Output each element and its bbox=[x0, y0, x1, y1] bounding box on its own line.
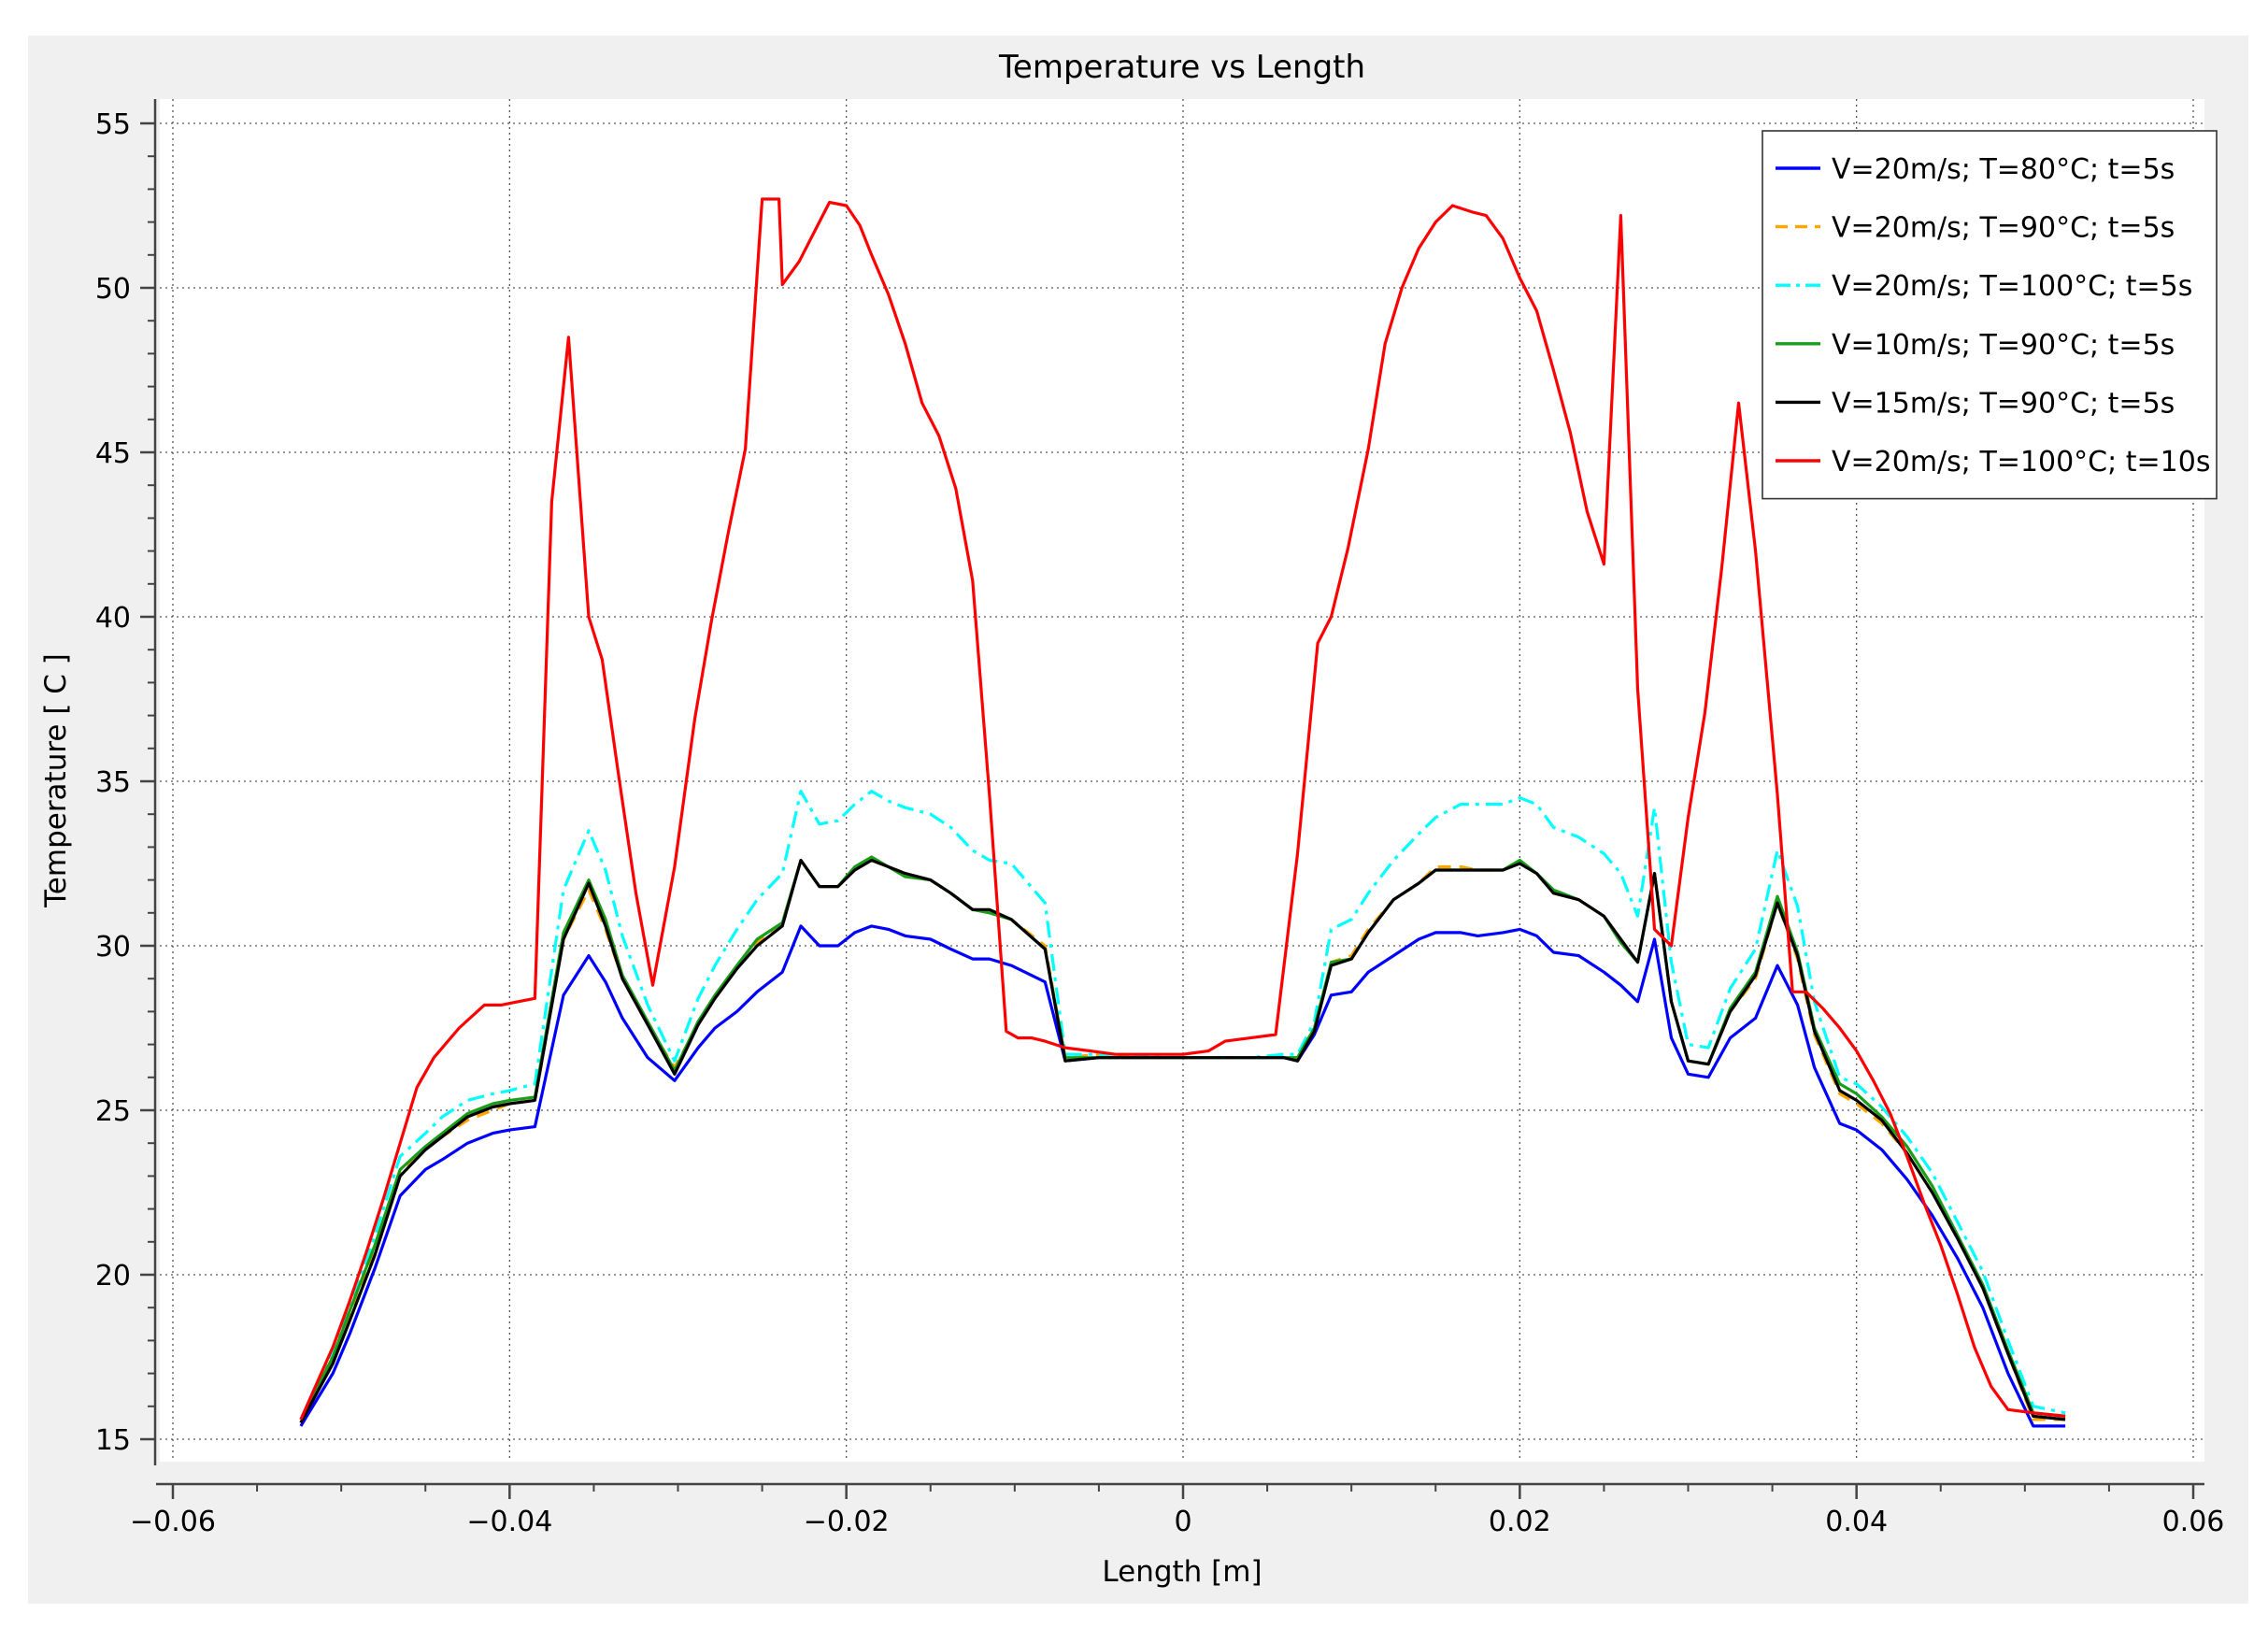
x-axis-title: Length [m] bbox=[1102, 1555, 1262, 1589]
legend-label-4: V=10m/s; T=90°C; t=5s bbox=[1832, 329, 2175, 362]
series-line-6 bbox=[299, 197, 2066, 1421]
y-tick-label: 35 bbox=[95, 766, 131, 799]
y-tick-label: 25 bbox=[95, 1095, 131, 1128]
x-tick-label: 0.06 bbox=[2162, 1506, 2225, 1538]
legend: V=20m/s; T=80°C; t=5s V=20m/s; T=90°C; t=… bbox=[1762, 130, 2218, 500]
legend-label-3: V=20m/s; T=100°C; t=5s bbox=[1832, 270, 2192, 303]
series-layer bbox=[299, 197, 2066, 1428]
tick-labels: 15 20 25 30 35 40 45 50 55 −0.06 −0.04 −0.02 0 0.02 0.… bbox=[95, 108, 2225, 1538]
x-tick-label: 0 bbox=[1174, 1506, 1191, 1538]
chart-title: Temperature vs Length bbox=[998, 49, 1365, 86]
x-tick-label: −0.04 bbox=[466, 1506, 552, 1538]
x-tick-label: 0.02 bbox=[1489, 1506, 1551, 1538]
legend-label-5: V=15m/s; T=90°C; t=5s bbox=[1832, 387, 2175, 420]
x-tick-label: 0.04 bbox=[1825, 1506, 1888, 1538]
y-axis-title: Temperature [ C ] bbox=[39, 653, 73, 908]
legend-label-1: V=20m/s; T=80°C; t=5s bbox=[1832, 153, 2175, 186]
line-chart: 15 20 25 30 35 40 45 50 55 −0.06 −0.04 −0.02 0 0.02 0.… bbox=[28, 36, 2248, 1604]
y-tick-label: 40 bbox=[95, 602, 131, 635]
y-tick-label: 55 bbox=[95, 108, 131, 141]
y-tick-label: 15 bbox=[95, 1424, 131, 1457]
y-tick-label: 50 bbox=[95, 273, 131, 306]
x-tick-label: −0.02 bbox=[804, 1506, 890, 1538]
legend-label-6: V=20m/s; T=100°C; t=10s bbox=[1832, 446, 2210, 478]
grid-lines bbox=[160, 99, 2204, 1462]
x-tick-label: −0.06 bbox=[130, 1506, 216, 1538]
chart-frame: 15 20 25 30 35 40 45 50 55 −0.06 −0.04 −0.02 0 0.02 0.… bbox=[28, 36, 2248, 1604]
y-tick-label: 20 bbox=[95, 1260, 131, 1292]
axes bbox=[140, 99, 2204, 1499]
y-tick-label: 45 bbox=[95, 437, 131, 470]
legend-box bbox=[1762, 130, 2218, 500]
legend-label-2: V=20m/s; T=90°C; t=5s bbox=[1832, 212, 2175, 245]
y-tick-label: 30 bbox=[95, 931, 131, 964]
series-line-5 bbox=[299, 858, 2066, 1424]
